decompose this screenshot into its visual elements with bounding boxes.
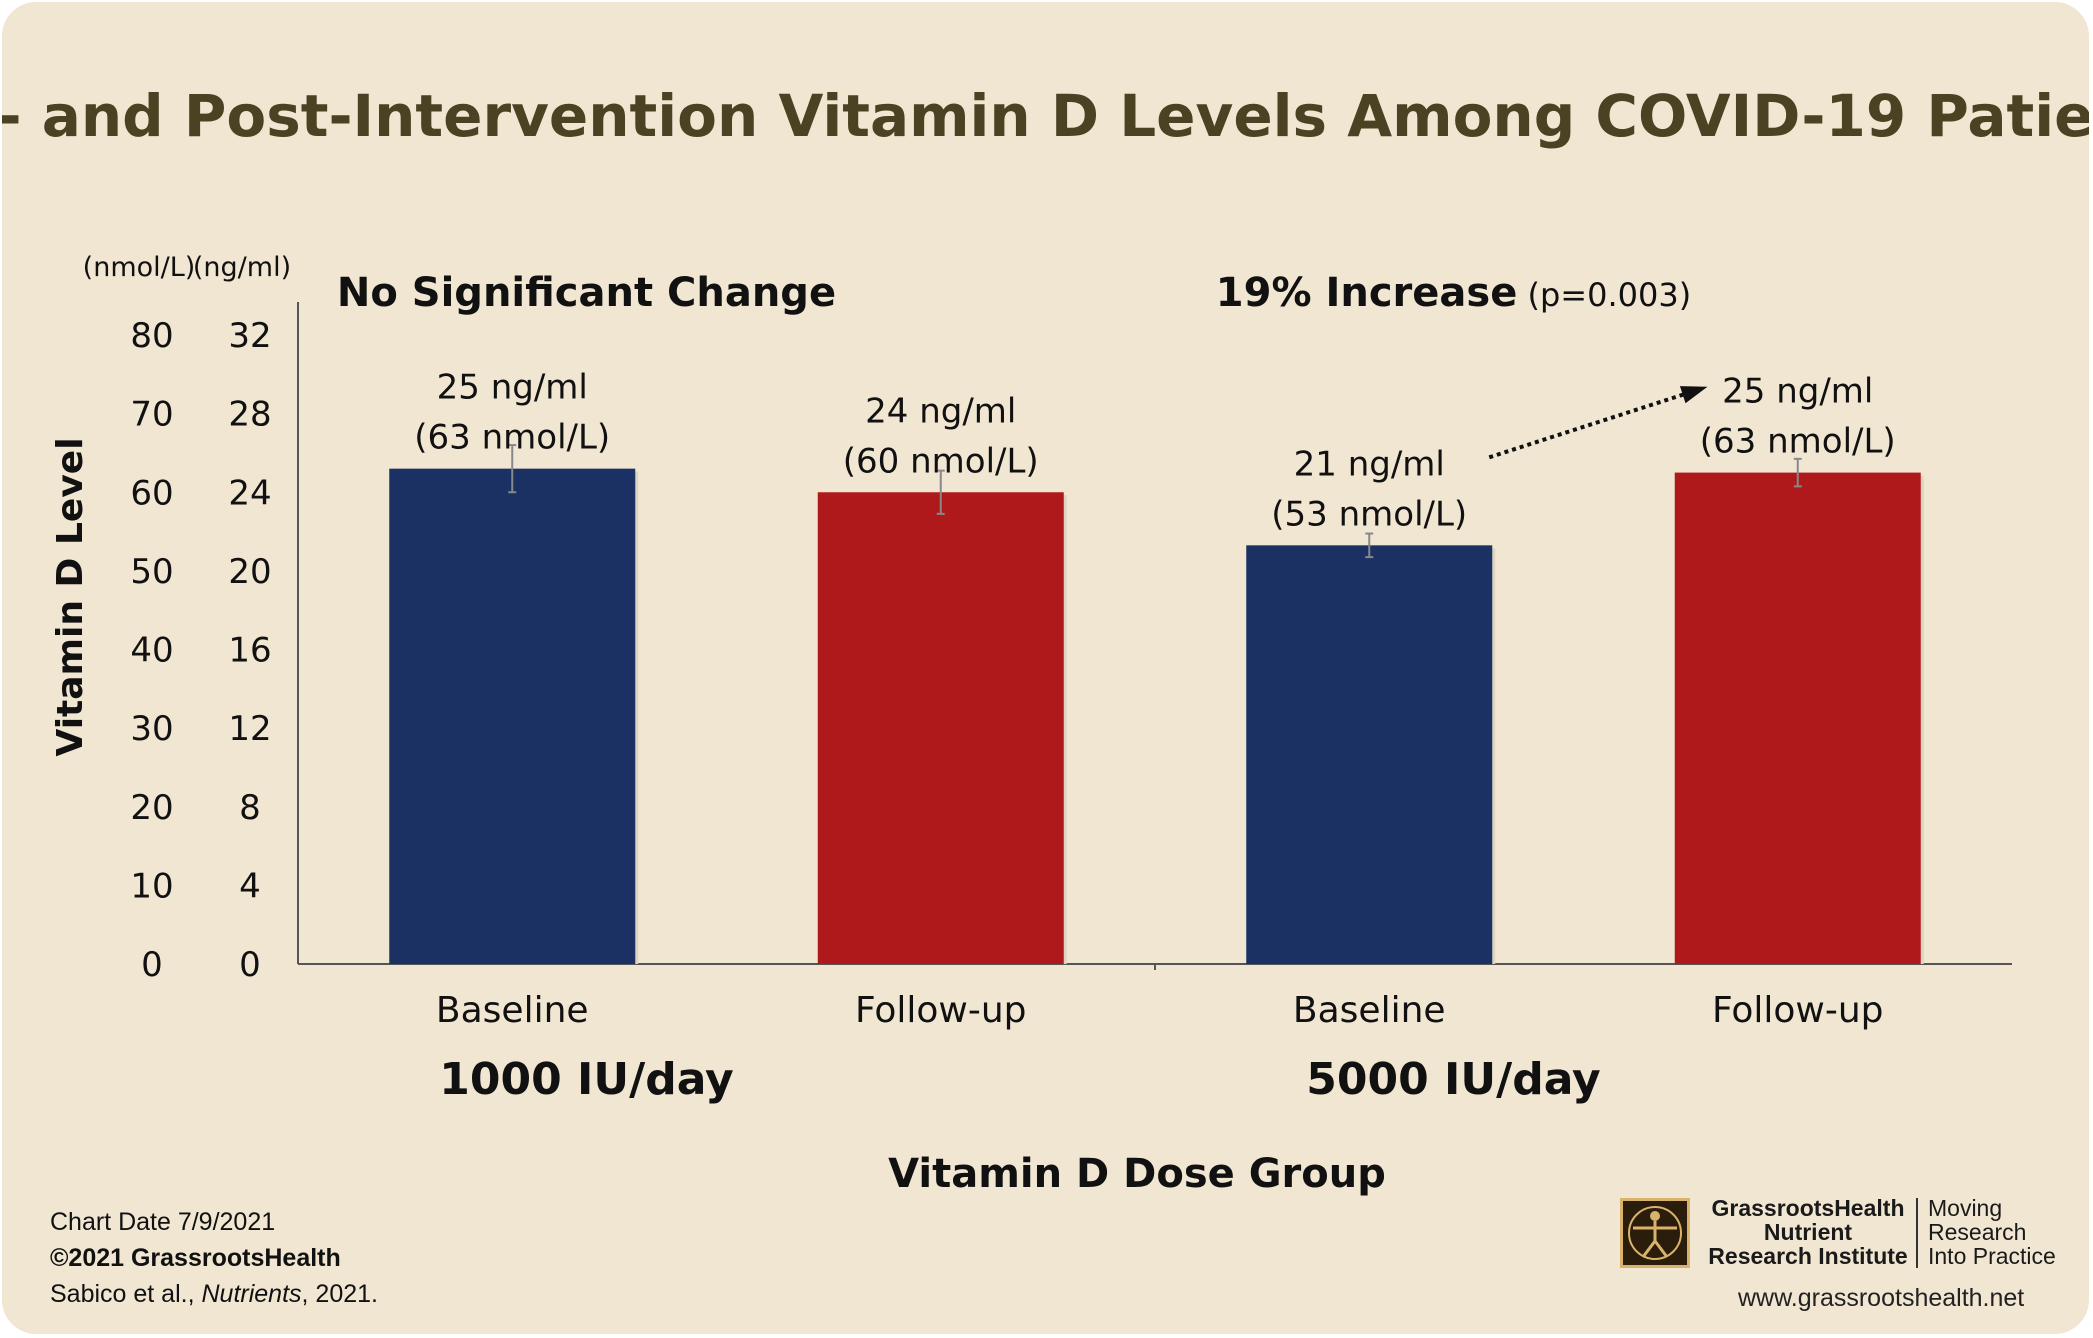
right-tick-label: 28	[228, 395, 271, 435]
logo-tag-line-2: Research	[1928, 1219, 2027, 1245]
logo-tag-line-3: Into Practice	[1928, 1243, 2056, 1269]
increase-arrow-head	[1679, 386, 1708, 404]
group-label: 1000 IU/day	[439, 1054, 733, 1105]
increase-arrow-line	[1488, 386, 1703, 460]
x-tick-label: Baseline	[1293, 990, 1446, 1031]
grassrootshealth-logo: GrassrootsHealth Nutrient Research Insti…	[1620, 1196, 2060, 1276]
logo-tag-line-1: Moving	[1928, 1195, 2003, 1221]
left-tick-label: 80	[130, 316, 173, 356]
right-tick-label: 8	[239, 788, 261, 828]
left-tick-label: 30	[130, 709, 173, 749]
annotation-note: (p=0.003)	[1517, 276, 1691, 314]
right-tick-label: 0	[239, 945, 261, 985]
bar-value-sublabel: (63 nmol/L)	[1700, 422, 1896, 462]
group-annotation: No Significant Change	[337, 270, 836, 316]
annotation-text: No Significant Change	[337, 270, 836, 316]
group-label: 5000 IU/day	[1306, 1054, 1600, 1105]
right-tick-label: 32	[228, 316, 271, 356]
right-tick-label: 12	[228, 709, 271, 749]
right-tick-label: 24	[228, 473, 271, 513]
x-tick-label: Follow-up	[1712, 990, 1884, 1031]
website-link[interactable]: www.grassrootshealth.net	[1738, 1284, 2025, 1312]
chart-date: Chart Date 7/9/2021	[50, 1208, 276, 1236]
citation-journal: Nutrients	[201, 1280, 302, 1308]
annotations: 1000 IU/day No Significant Change 5000 IU/…	[337, 270, 1708, 1105]
logo-divider	[1916, 1198, 1918, 1268]
plot-area: 25 ng/ml (63 nmol/L) Baseline 24 ng/ml (60 n…	[297, 302, 2012, 1031]
left-axis-unit: (nmol/L)	[83, 252, 196, 283]
bar	[817, 492, 1064, 964]
left-tick-label: 50	[130, 552, 173, 592]
annotation-text: 19% Increase	[1216, 270, 1518, 316]
y-axis-title: Vitamin D Level	[50, 437, 91, 756]
right-tick-label: 16	[228, 631, 271, 671]
citation-year: , 2021.	[301, 1280, 378, 1308]
bar-value-sublabel: (60 nmol/L)	[843, 441, 1039, 481]
logo-org-line-3: Research Institute	[1708, 1243, 1908, 1269]
chart-title: Pre- and Post-Intervention Vitamin D Lev…	[2, 82, 2089, 150]
bar	[389, 468, 636, 964]
copyright: ©2021 GrassrootsHealth	[50, 1244, 341, 1272]
bar-value-sublabel: (53 nmol/L)	[1271, 494, 1467, 534]
left-tick-label: 70	[130, 395, 173, 435]
left-tick-label: 20	[130, 788, 173, 828]
right-tick-label: 20	[228, 552, 271, 592]
right-tick-label: 4	[239, 866, 261, 906]
left-tick-label: 0	[141, 945, 163, 985]
bar-value-label: 25 ng/ml	[437, 368, 588, 408]
bar-value-label: 24 ng/ml	[865, 391, 1016, 431]
citation-authors: Sabico et al.,	[50, 1280, 202, 1308]
x-tick-label: Baseline	[436, 990, 589, 1031]
citation: Sabico et al., Nutrients, 2021.	[50, 1280, 378, 1309]
left-tick-label: 40	[130, 631, 173, 671]
vitruvian-man-icon	[1620, 1198, 1690, 1268]
right-axis-unit: (ng/ml)	[193, 252, 291, 283]
group-annotation: 19% Increase (p=0.003)	[1216, 270, 1691, 316]
bar	[1674, 472, 1921, 964]
logo-org-line-1: GrassrootsHealth	[1711, 1195, 1905, 1221]
bar-value-sublabel: (63 nmol/L)	[414, 418, 610, 458]
x-axis-title: Vitamin D Dose Group	[888, 1151, 1386, 1197]
bar	[1246, 545, 1493, 964]
bar-value-label: 25 ng/ml	[1722, 372, 1873, 412]
bar-value-label: 21 ng/ml	[1294, 444, 1445, 484]
logo-tagline: Moving Research Into Practice	[1928, 1196, 2068, 1268]
logo-org-line-2: Nutrient	[1763, 1219, 1853, 1245]
logo-organization-name: GrassrootsHealth Nutrient Research Insti…	[1708, 1196, 1908, 1268]
left-tick-label: 10	[130, 866, 173, 906]
x-tick-label: Follow-up	[855, 990, 1027, 1031]
left-tick-label: 60	[130, 473, 173, 513]
